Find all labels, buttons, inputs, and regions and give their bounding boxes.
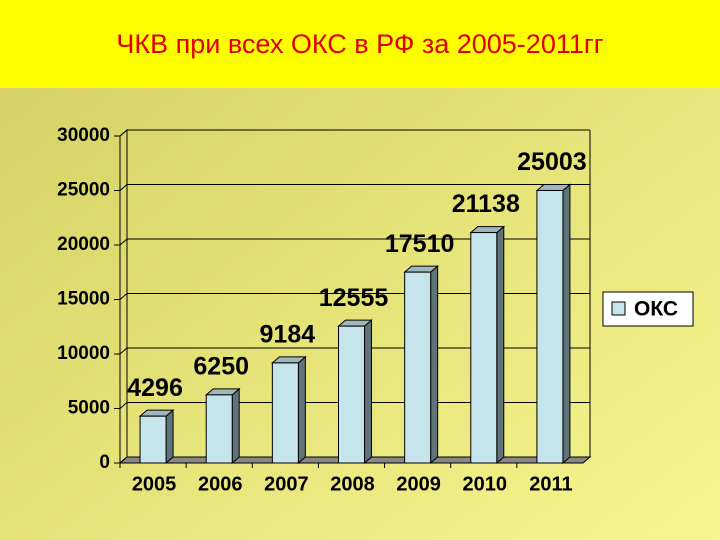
bar — [536, 189, 564, 464]
bar — [470, 232, 498, 464]
x-tick-label: 2011 — [529, 473, 572, 495]
grid-line — [119, 238, 590, 246]
x-tick-label: 2007 — [264, 473, 309, 495]
x-tick-label: 2009 — [396, 473, 441, 495]
bar — [205, 394, 233, 464]
bar — [404, 271, 432, 464]
bar — [271, 362, 299, 464]
x-tick-label: 2006 — [198, 473, 243, 495]
bar — [139, 415, 167, 464]
y-tick-label: 5000 — [68, 398, 110, 419]
y-tick-label: 20000 — [57, 234, 110, 255]
grid-line — [119, 184, 590, 191]
y-tick-label: 10000 — [57, 343, 110, 364]
legend-swatch — [611, 301, 626, 316]
grid-line — [119, 129, 590, 137]
x-tick-label: 2005 — [132, 473, 177, 495]
legend-label: ОКС — [634, 298, 678, 321]
y-tick-label: 30000 — [57, 125, 110, 146]
bar-side — [297, 355, 306, 465]
bar-side — [364, 319, 372, 465]
y-tick-label: 0 — [99, 452, 110, 473]
y-tick-label: 25000 — [57, 180, 110, 201]
bar-side — [165, 409, 174, 465]
y-tick-label: 15000 — [57, 289, 110, 310]
data-label: 12555 — [319, 284, 389, 312]
data-label: 21138 — [452, 190, 520, 218]
data-label: 17510 — [385, 230, 455, 258]
title-band — [0, 0, 720, 88]
x-tick-label: 2010 — [463, 473, 508, 495]
data-label: 25003 — [517, 148, 587, 176]
data-label: 9184 — [260, 321, 316, 349]
chart-title: ЧКВ при всех ОКС в РФ за 2005-2011гг — [116, 29, 603, 59]
data-label: 6250 — [193, 352, 249, 380]
bar-side — [231, 387, 240, 465]
bar — [338, 325, 365, 464]
bar-side — [430, 265, 439, 465]
bar-side — [496, 225, 505, 465]
x-tick-label: 2008 — [330, 473, 375, 495]
bar-side — [562, 183, 571, 465]
data-label: 4296 — [127, 374, 183, 402]
